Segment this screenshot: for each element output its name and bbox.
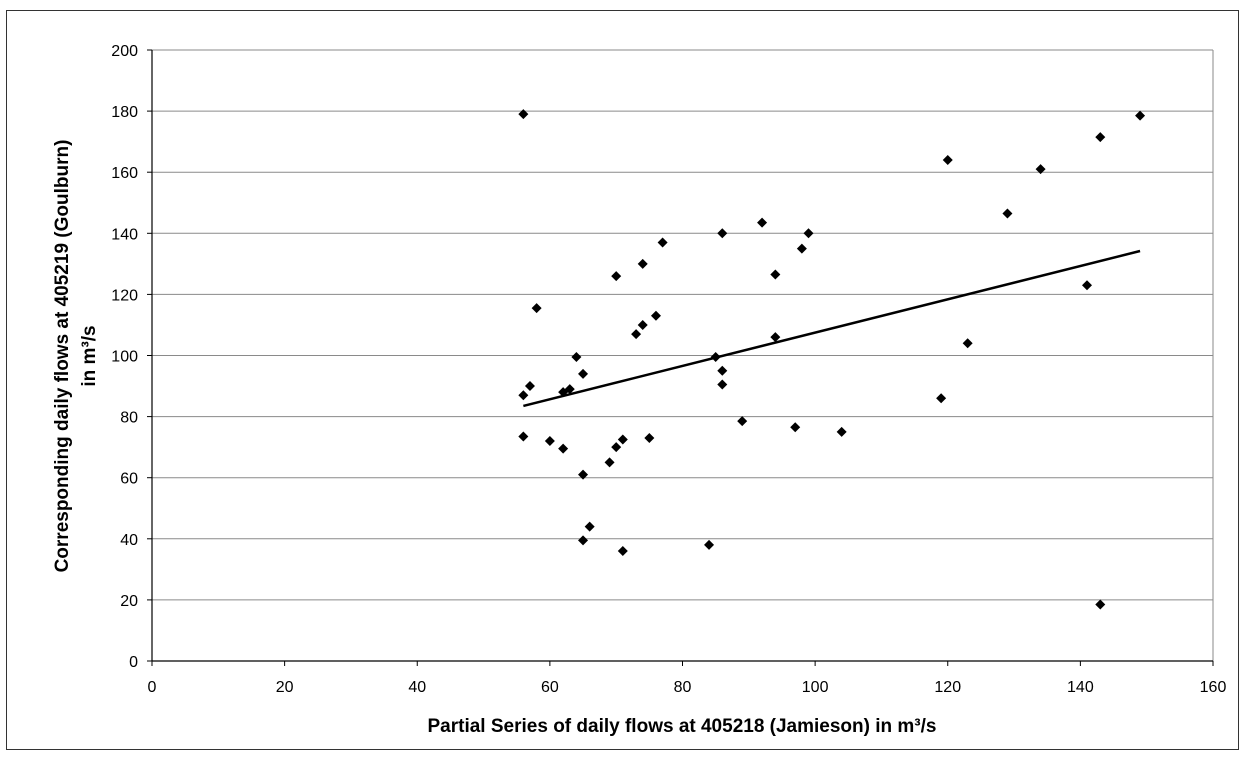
trendline (523, 249, 1141, 408)
axes (147, 49, 1214, 666)
x-tick-label: 120 (934, 679, 961, 696)
data-point (617, 546, 628, 557)
data-point (571, 352, 582, 363)
data-point (617, 434, 628, 445)
y-tick-label: 20 (120, 593, 138, 610)
y-axis-title-line-2: in m³/s (79, 325, 100, 386)
y-tick-label: 60 (120, 471, 138, 488)
data-point (770, 269, 781, 280)
data-point (796, 243, 807, 254)
data-point (936, 393, 947, 404)
data-point (544, 436, 555, 447)
data-point (631, 329, 642, 340)
y-axis-title-line-1: Corresponding daily flows at 405219 (Gou… (52, 140, 73, 573)
data-point (757, 217, 768, 228)
data-point (1035, 164, 1046, 175)
data-point (1082, 280, 1093, 291)
y-tick-label: 80 (120, 410, 138, 427)
y-tick-label: 140 (111, 226, 138, 243)
gridlines (152, 49, 1214, 661)
data-point (803, 228, 814, 239)
data-point (518, 390, 529, 401)
y-tick-label: 120 (111, 287, 138, 304)
data-point (942, 154, 953, 165)
data-point (790, 422, 801, 433)
data-point (1002, 208, 1013, 219)
x-tick-label: 100 (802, 679, 829, 696)
y-tick-label: 180 (111, 104, 138, 121)
tick-labels: 0 20 40 60 80 100 120 140 160 180 200 0 20 40 60 80 100 1… (111, 43, 1226, 696)
data-point (637, 319, 648, 330)
data-point (650, 310, 661, 321)
data-point (710, 352, 721, 363)
data-point (1095, 132, 1106, 143)
data-point (531, 303, 542, 314)
data-point (737, 416, 748, 427)
data-point (584, 521, 595, 532)
data-point (604, 457, 615, 468)
data-point (518, 109, 529, 120)
y-tick-label: 160 (111, 165, 138, 182)
data-point (717, 365, 728, 376)
x-tick-label: 40 (408, 679, 426, 696)
data-point (611, 271, 622, 282)
data-point (524, 381, 535, 392)
x-tick-label: 20 (276, 679, 294, 696)
data-point (704, 539, 715, 550)
data-point (717, 379, 728, 390)
data-point (1095, 599, 1106, 610)
trendline-group (523, 249, 1141, 408)
data-point (637, 258, 648, 269)
x-tick-label: 80 (674, 679, 692, 696)
data-points (518, 109, 1146, 610)
y-tick-label: 0 (129, 654, 138, 671)
y-tick-label: 200 (111, 43, 138, 60)
data-point (578, 368, 589, 379)
data-point (770, 332, 781, 343)
data-point (578, 469, 589, 480)
x-tick-label: 160 (1200, 679, 1227, 696)
data-point (1135, 110, 1146, 121)
x-axis-title: Partial Series of daily flows at 405218 … (428, 716, 937, 737)
y-tick-label: 100 (111, 349, 138, 366)
data-point (644, 432, 655, 443)
data-point (657, 237, 668, 248)
data-point (836, 426, 847, 437)
data-point (611, 442, 622, 453)
data-point (717, 228, 728, 239)
x-tick-label: 0 (148, 679, 157, 696)
x-tick-label: 140 (1067, 679, 1094, 696)
y-tick-label: 40 (120, 532, 138, 549)
data-point (558, 443, 569, 454)
data-point (578, 535, 589, 546)
x-tick-label: 60 (541, 679, 559, 696)
data-point (564, 384, 575, 395)
data-point (962, 338, 973, 349)
data-point (518, 431, 529, 442)
